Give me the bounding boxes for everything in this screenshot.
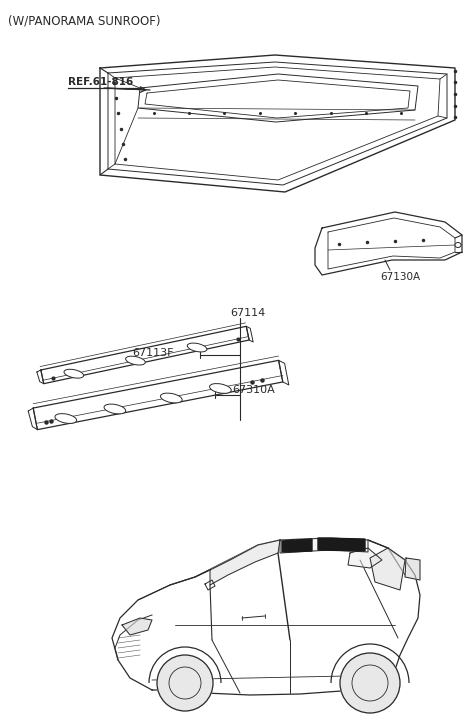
Ellipse shape: [161, 393, 182, 403]
Text: REF.61-816: REF.61-816: [68, 77, 133, 87]
Polygon shape: [210, 540, 280, 585]
Polygon shape: [348, 548, 382, 568]
Ellipse shape: [455, 243, 461, 247]
Ellipse shape: [126, 356, 145, 365]
Polygon shape: [122, 618, 152, 635]
Text: 67114: 67114: [230, 308, 265, 318]
Circle shape: [340, 653, 400, 713]
Text: 67310A: 67310A: [232, 385, 275, 395]
Polygon shape: [318, 538, 365, 551]
Text: 67113F: 67113F: [132, 348, 173, 358]
Ellipse shape: [55, 414, 76, 423]
Polygon shape: [370, 548, 405, 590]
Ellipse shape: [104, 404, 126, 414]
Text: (W/PANORAMA SUNROOF): (W/PANORAMA SUNROOF): [8, 14, 161, 27]
Polygon shape: [405, 558, 420, 580]
Ellipse shape: [209, 384, 231, 393]
Ellipse shape: [187, 343, 207, 352]
Circle shape: [157, 655, 213, 711]
Text: 67130A: 67130A: [380, 272, 420, 282]
Polygon shape: [280, 538, 368, 553]
Ellipse shape: [64, 369, 84, 378]
Polygon shape: [282, 539, 312, 552]
